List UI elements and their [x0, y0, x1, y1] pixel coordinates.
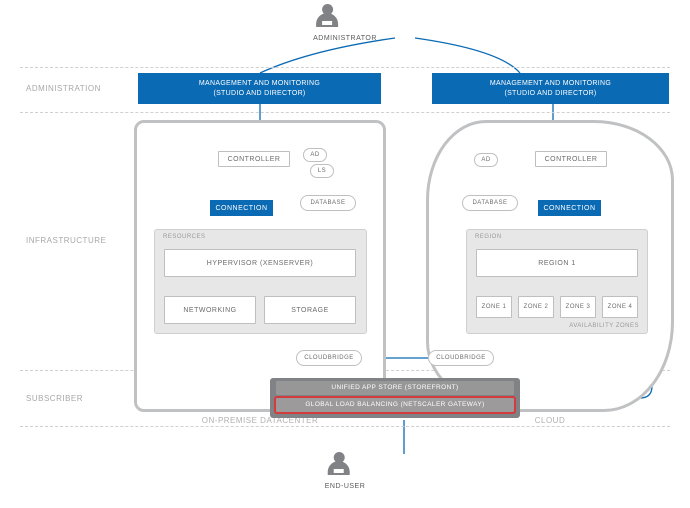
mgmt-right: MANAGEMENT AND MONITORING (STUDIO AND DI… — [432, 73, 669, 104]
cloud-az-title: AVAILABILITY ZONES — [569, 323, 639, 329]
mgmt-right-line2: (STUDIO AND DIRECTOR) — [504, 89, 596, 98]
onprem-controller: CONTROLLER — [218, 151, 290, 167]
mgmt-left-line1: MANAGEMENT AND MONITORING — [199, 79, 320, 88]
onprem-cloudbridge: CLOUDBRIDGE — [296, 350, 362, 366]
cloud-database: DATABASE — [462, 195, 518, 211]
cloud-cloudbridge: CLOUDBRIDGE — [428, 350, 494, 366]
onprem-ad: AD — [303, 148, 327, 162]
subscriber-unified: UNIFIED APP STORE (STOREFRONT) — [276, 381, 514, 395]
rule-admin-top — [20, 67, 670, 68]
onprem-database: DATABASE — [300, 195, 356, 211]
subscriber-glb: GLOBAL LOAD BALANCING (NETSCALER GATEWAY… — [276, 398, 514, 412]
person-icon — [313, 4, 341, 32]
administrator-actor: ADMINISTRATOR — [313, 4, 377, 42]
cloud-controller: CONTROLLER — [535, 151, 607, 167]
mgmt-left-line2: (STUDIO AND DIRECTOR) — [213, 89, 305, 98]
end-user-label: END-USER — [325, 483, 366, 490]
onprem-resources-title: RESOURCES — [163, 234, 206, 240]
onprem-hypervisor: HYPERVISOR (XENSERVER) — [164, 249, 356, 277]
person-icon — [325, 452, 353, 480]
onprem-connection: CONNECTION — [210, 200, 273, 216]
cloud-region-panel: REGION AVAILABILITY ZONES — [466, 229, 648, 334]
rule-admin-bottom — [20, 112, 670, 113]
subscriber-bar: UNIFIED APP STORE (STOREFRONT) GLOBAL LO… — [270, 378, 520, 418]
cloud-ad: AD — [474, 153, 498, 167]
mgmt-left: MANAGEMENT AND MONITORING (STUDIO AND DI… — [138, 73, 381, 104]
cloud-zone1: ZONE 1 — [476, 296, 512, 318]
onprem-ls: LS — [310, 164, 334, 178]
onprem-networking: NETWORKING — [164, 296, 256, 324]
end-user-actor: END-USER — [325, 452, 366, 490]
row-label-subscriber: SUBSCRIBER — [0, 394, 110, 403]
cloud-region1: REGION 1 — [476, 249, 638, 277]
cloud-zone2: ZONE 2 — [518, 296, 554, 318]
cloud-zone4: ZONE 4 — [602, 296, 638, 318]
rule-sub-bottom — [20, 426, 670, 427]
diagram-canvas: ADMINISTRATOR ADMINISTRATION INFRASTRUCT… — [0, 0, 690, 508]
administrator-label: ADMINISTRATOR — [313, 35, 377, 42]
row-label-infrastructure: INFRASTRUCTURE — [0, 236, 110, 245]
mgmt-right-line1: MANAGEMENT AND MONITORING — [490, 79, 611, 88]
onprem-storage: STORAGE — [264, 296, 356, 324]
cloud-zone3: ZONE 3 — [560, 296, 596, 318]
cloud-region-title: REGION — [475, 234, 502, 240]
cloud-connection: CONNECTION — [538, 200, 601, 216]
row-label-administration: ADMINISTRATION — [0, 84, 110, 93]
